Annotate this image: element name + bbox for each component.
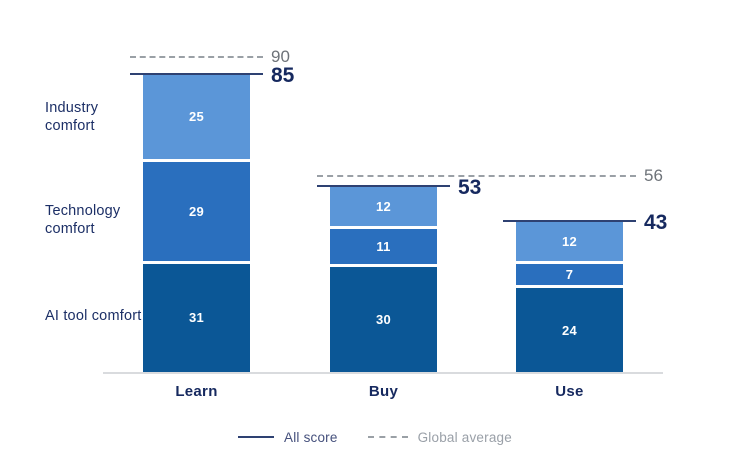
- segment-value-label: 7: [565, 266, 574, 282]
- global-average-line: [317, 175, 636, 177]
- bar-segment: 24: [516, 288, 623, 372]
- segment-value-label: 11: [376, 238, 391, 254]
- global-average-value-label: 56: [644, 166, 663, 185]
- legend-item-global-average: Global average: [367, 429, 512, 445]
- score-value-label: 85: [271, 63, 295, 87]
- score-line: [130, 72, 263, 75]
- category-label-learn: Learn: [175, 383, 218, 400]
- bar-segment: 31: [143, 263, 250, 372]
- score-value-label: 53: [458, 175, 482, 199]
- category-label-use: Use: [555, 383, 584, 400]
- bar-segment: 7: [516, 263, 623, 288]
- segment-value-label: 31: [188, 310, 205, 326]
- row-label-ai-tool-comfort: AI tool comfort: [45, 308, 142, 324]
- segment-value-label: 24: [561, 322, 578, 338]
- global-average-line: [130, 56, 263, 58]
- segment-value-label: 12: [375, 198, 392, 214]
- bar-segment: 12: [330, 186, 437, 229]
- dashed-line-swatch-icon: [367, 436, 408, 438]
- legend-label: All score: [284, 429, 338, 445]
- bar-segment: 29: [143, 162, 250, 264]
- legend: All score Global average: [0, 424, 750, 450]
- segment-value-label: 30: [375, 312, 392, 327]
- x-axis-line: [103, 372, 663, 374]
- row-label-industry-comfort: Industry comfort: [45, 100, 99, 134]
- segment-value-label: 25: [188, 109, 205, 125]
- score-line: [503, 219, 636, 222]
- row-label-technology-comfort: Technology comfort: [45, 203, 121, 237]
- global-average-value-label: 90: [271, 47, 290, 66]
- category-label-buy: Buy: [368, 383, 399, 400]
- bar-segment: 12: [516, 221, 623, 264]
- score-value-label: 43: [644, 210, 668, 234]
- segment-value-label: 29: [188, 203, 205, 219]
- bar-segment: 25: [143, 74, 250, 162]
- legend-label: Global average: [417, 429, 512, 445]
- segment-value-label: 12: [561, 233, 578, 249]
- score-line: [317, 184, 450, 187]
- solid-line-swatch-icon: [238, 436, 275, 438]
- bar-segment: 30: [330, 267, 437, 372]
- bar-segment: 11: [330, 228, 437, 267]
- legend-item-all-score: All score: [238, 430, 338, 445]
